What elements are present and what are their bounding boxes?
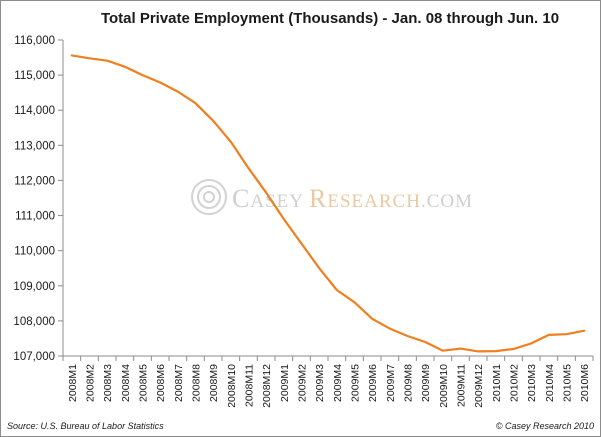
y-tick-label: 108,000 — [13, 316, 55, 328]
x-tick-label: 2009M5 — [350, 364, 362, 402]
y-tick-label: 107,000 — [13, 351, 55, 363]
y-tick-label: 113,000 — [14, 140, 55, 152]
watermark-text: CASEY RESEARCH.COM — [232, 184, 473, 213]
x-tick-label: 2009M3 — [314, 364, 326, 402]
watermark-brand2-rest: ESEARCH — [327, 191, 421, 212]
x-tick-label: 2009M8 — [403, 364, 415, 402]
watermark-logo-icon — [191, 179, 227, 215]
x-tick-label: 2010M3 — [526, 364, 538, 402]
x-tick-label: 2008M4 — [120, 364, 132, 402]
copyright-note: © Casey Research 2010 — [495, 421, 594, 431]
x-tick-label: 2010M6 — [579, 364, 591, 402]
chart-title: Total Private Employment (Thousands) - J… — [101, 10, 559, 27]
x-tick-label: 2009M9 — [420, 364, 432, 402]
x-tick-label: 2010M4 — [544, 364, 556, 402]
x-tick-label: 2008M1 — [67, 364, 79, 402]
y-tick-label: 115,000 — [14, 70, 55, 82]
y-tick-label: 111,000 — [15, 211, 55, 223]
x-tick-label: 2009M10 — [438, 364, 450, 408]
x-tick-label: 2009M12 — [473, 364, 485, 408]
watermark: CASEY RESEARCH.COM — [191, 179, 473, 215]
watermark-brand2-initial: R — [309, 184, 327, 213]
watermark-brand-rest: ASEY — [250, 191, 309, 212]
x-tick-label: 2009M7 — [385, 364, 397, 402]
y-tick-label: 112,000 — [14, 175, 55, 187]
x-tick-label: 2008M9 — [208, 364, 220, 402]
y-tick-label: 114,000 — [14, 105, 55, 117]
x-tick-label: 2008M10 — [226, 364, 238, 408]
x-tick-label: 2010M5 — [562, 364, 574, 402]
x-tick-label: 2008M7 — [173, 364, 185, 402]
y-tick-label: 116,000 — [14, 35, 55, 47]
watermark-brand-initial: C — [232, 184, 250, 213]
y-axis-ticks: 107,000 108,000 109,000 110,000 111,000 112,0… — [13, 35, 63, 363]
x-tick-label: 2008M12 — [261, 364, 273, 408]
x-tick-label: 2009M1 — [279, 364, 291, 402]
x-tick-label: 2009M2 — [297, 364, 309, 402]
x-tick-label: 2008M8 — [191, 364, 203, 402]
source-note: Source: U.S. Bureau of Labor Statistics — [7, 421, 164, 431]
watermark-suffix: .COM — [421, 191, 473, 212]
y-tick-label: 109,000 — [13, 281, 55, 293]
x-tick-label: 2009M11 — [456, 364, 468, 407]
x-tick-label: 2008M2 — [85, 364, 97, 402]
x-tick-label: 2009M6 — [367, 364, 379, 402]
x-tick-label: 2008M5 — [138, 364, 150, 402]
series-line — [70, 54, 586, 353]
x-tick-label: 2009M4 — [332, 364, 344, 402]
y-tick-label: 110,000 — [14, 246, 55, 258]
x-tick-label: 2008M3 — [102, 364, 114, 402]
x-tick-label: 2008M11 — [244, 364, 256, 407]
x-tick-label: 2010M2 — [509, 364, 521, 402]
x-tick-label: 2010M1 — [491, 364, 503, 402]
x-axis-ticks: 2008M1 2008M2 2008M3 2008M4 2008M5 2008M6 2008… — [62, 356, 594, 408]
x-tick-label: 2008M6 — [155, 364, 167, 402]
